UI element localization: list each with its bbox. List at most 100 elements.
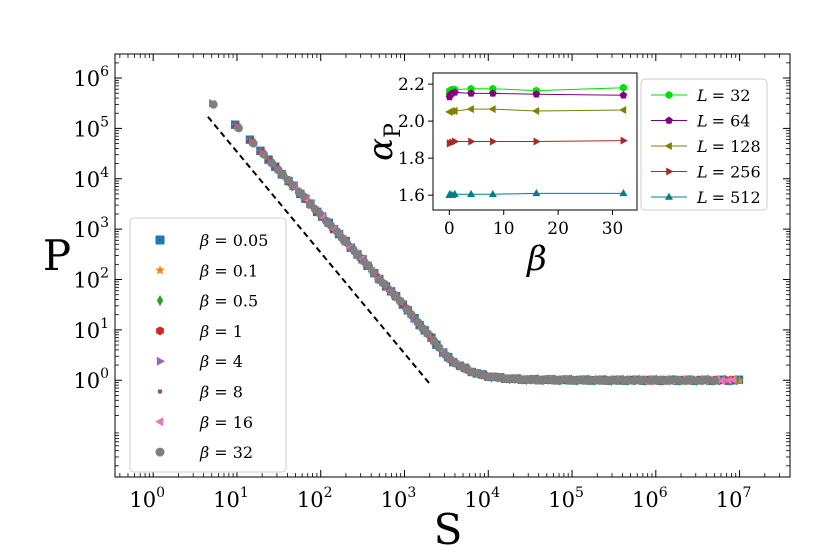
- inset-legend-marker: [665, 192, 673, 200]
- inset-legend-marker: [664, 142, 672, 150]
- inset-x-tick-label: 0: [444, 219, 455, 239]
- inset-legend-value: = 32: [712, 86, 751, 105]
- main-point: [332, 227, 342, 236]
- inset-legend-item: L = 64: [651, 112, 750, 131]
- main-point: [677, 376, 686, 385]
- main-y-tick-exp: 6: [100, 64, 109, 80]
- inset-series-1: [445, 88, 628, 101]
- inset-point: [450, 106, 458, 115]
- inset-series: [445, 83, 628, 198]
- main-y-tick-base: 10: [73, 117, 100, 141]
- main-legend-item: β = 32: [155, 443, 253, 462]
- inset-xlabel: β: [525, 239, 547, 279]
- inset-point: [488, 189, 497, 198]
- inset-legend-value: = 512: [712, 188, 761, 207]
- main-point: [342, 238, 351, 247]
- inset-point: [467, 189, 476, 198]
- main-point: [693, 376, 702, 385]
- inset-legend-marker: [665, 116, 673, 124]
- main-point: [249, 139, 258, 148]
- main-point: [585, 375, 594, 385]
- inset-legend-box: [640, 78, 768, 211]
- main-x-tick-label: 106: [632, 485, 668, 512]
- main-point: [407, 311, 416, 320]
- main-point: [734, 375, 745, 385]
- inset-legend-symbol: L: [696, 137, 708, 156]
- main-point: [542, 375, 551, 384]
- main-x-tick-base: 10: [716, 488, 743, 512]
- main-point: [429, 336, 439, 346]
- inset-series-2: [445, 105, 627, 116]
- inset-legend-label: L = 512: [696, 188, 761, 207]
- main-y-tick-label: 100: [73, 366, 109, 393]
- main-legend-label: β = 1: [199, 322, 243, 341]
- main-x-tick-base: 10: [213, 488, 240, 512]
- main-x-tick-label: 105: [548, 485, 584, 512]
- main-point: [369, 268, 378, 278]
- inset-legend-symbol: L: [696, 86, 708, 105]
- main-legend-marker: [156, 326, 164, 336]
- main-point: [666, 376, 675, 385]
- main-ticks: 100 101 102 103 104 105 106 1071001011021031041…: [73, 53, 791, 512]
- main-point: [434, 343, 443, 352]
- main-x-tick-label: 104: [464, 485, 500, 512]
- main-xlabel: S: [434, 505, 463, 554]
- main-legend-value: = 8: [214, 383, 243, 402]
- main-y-tick-base: 10: [73, 168, 100, 192]
- inset-point: [450, 189, 459, 198]
- main-point: [515, 375, 524, 384]
- inset-legend-symbol: L: [696, 163, 708, 182]
- main-legend-item: β = 16: [155, 413, 253, 432]
- main-plot-frame: [114, 53, 791, 478]
- main-y-tick-exp: 3: [100, 215, 109, 231]
- inset-y-tick-label: 2.2: [398, 75, 425, 95]
- main-legend-label: β = 32: [199, 443, 253, 462]
- inset-point: [451, 137, 460, 146]
- main-x-tick-exp: 5: [575, 485, 584, 501]
- inset-legend-label: L = 64: [696, 112, 750, 131]
- main-legend-symbol: β: [199, 413, 209, 432]
- main-x-tick-exp: 3: [407, 485, 416, 501]
- main-point: [423, 329, 432, 338]
- inset-legend-item: L = 128: [651, 137, 761, 156]
- main-x-tick-exp: 6: [659, 485, 668, 501]
- main-legend-value: = 0.1: [214, 261, 258, 280]
- inset-point: [489, 89, 497, 97]
- main-x-tick-exp: 7: [742, 485, 751, 501]
- main-point: [299, 192, 308, 201]
- inset-series-4: [445, 188, 628, 198]
- main-legend-label: β = 16: [199, 413, 253, 432]
- main-legend-label: β = 0.1: [199, 261, 258, 280]
- main-point: [729, 375, 737, 384]
- main-legend-marker: [157, 389, 163, 394]
- main-x-tick-exp: 0: [156, 485, 165, 501]
- main-legend-symbol: β: [199, 352, 209, 371]
- main-legend-value: = 0.05: [214, 231, 268, 250]
- main-y-tick-label: 101: [73, 316, 109, 343]
- inset-legend-item: L = 512: [651, 188, 761, 207]
- main-point: [461, 364, 470, 373]
- main-guide-line: [207, 116, 431, 385]
- main-legend-marker: [155, 447, 165, 457]
- main-legend-value: = 0.5: [214, 292, 258, 311]
- inset-point: [490, 137, 498, 146]
- main-point: [259, 150, 269, 159]
- main-legend-symbol: β: [199, 383, 209, 402]
- inset-legend-symbol: L: [696, 112, 708, 131]
- main-point: [234, 123, 243, 133]
- inset-point: [533, 137, 541, 146]
- inset-ylabel: αP: [361, 123, 406, 161]
- main-x-tick-label: 107: [716, 485, 752, 512]
- inset-legend-marker: [665, 91, 673, 99]
- inset-point: [619, 106, 627, 115]
- main-x-tick-label: 102: [297, 485, 333, 512]
- main-y-tick-base: 10: [73, 269, 100, 293]
- inset-legend-item: L = 32: [651, 86, 750, 105]
- inset-plot-frame: [432, 72, 638, 211]
- main-x-tick-label: 101: [213, 485, 249, 512]
- main-x-tick-exp: 1: [240, 485, 249, 501]
- main-legend: β = 0.05 β = 0.1 β = 0.5 β = 1 β = 4 β = 8 β = 16 β = 3…: [129, 217, 287, 473]
- inset-point: [532, 90, 541, 98]
